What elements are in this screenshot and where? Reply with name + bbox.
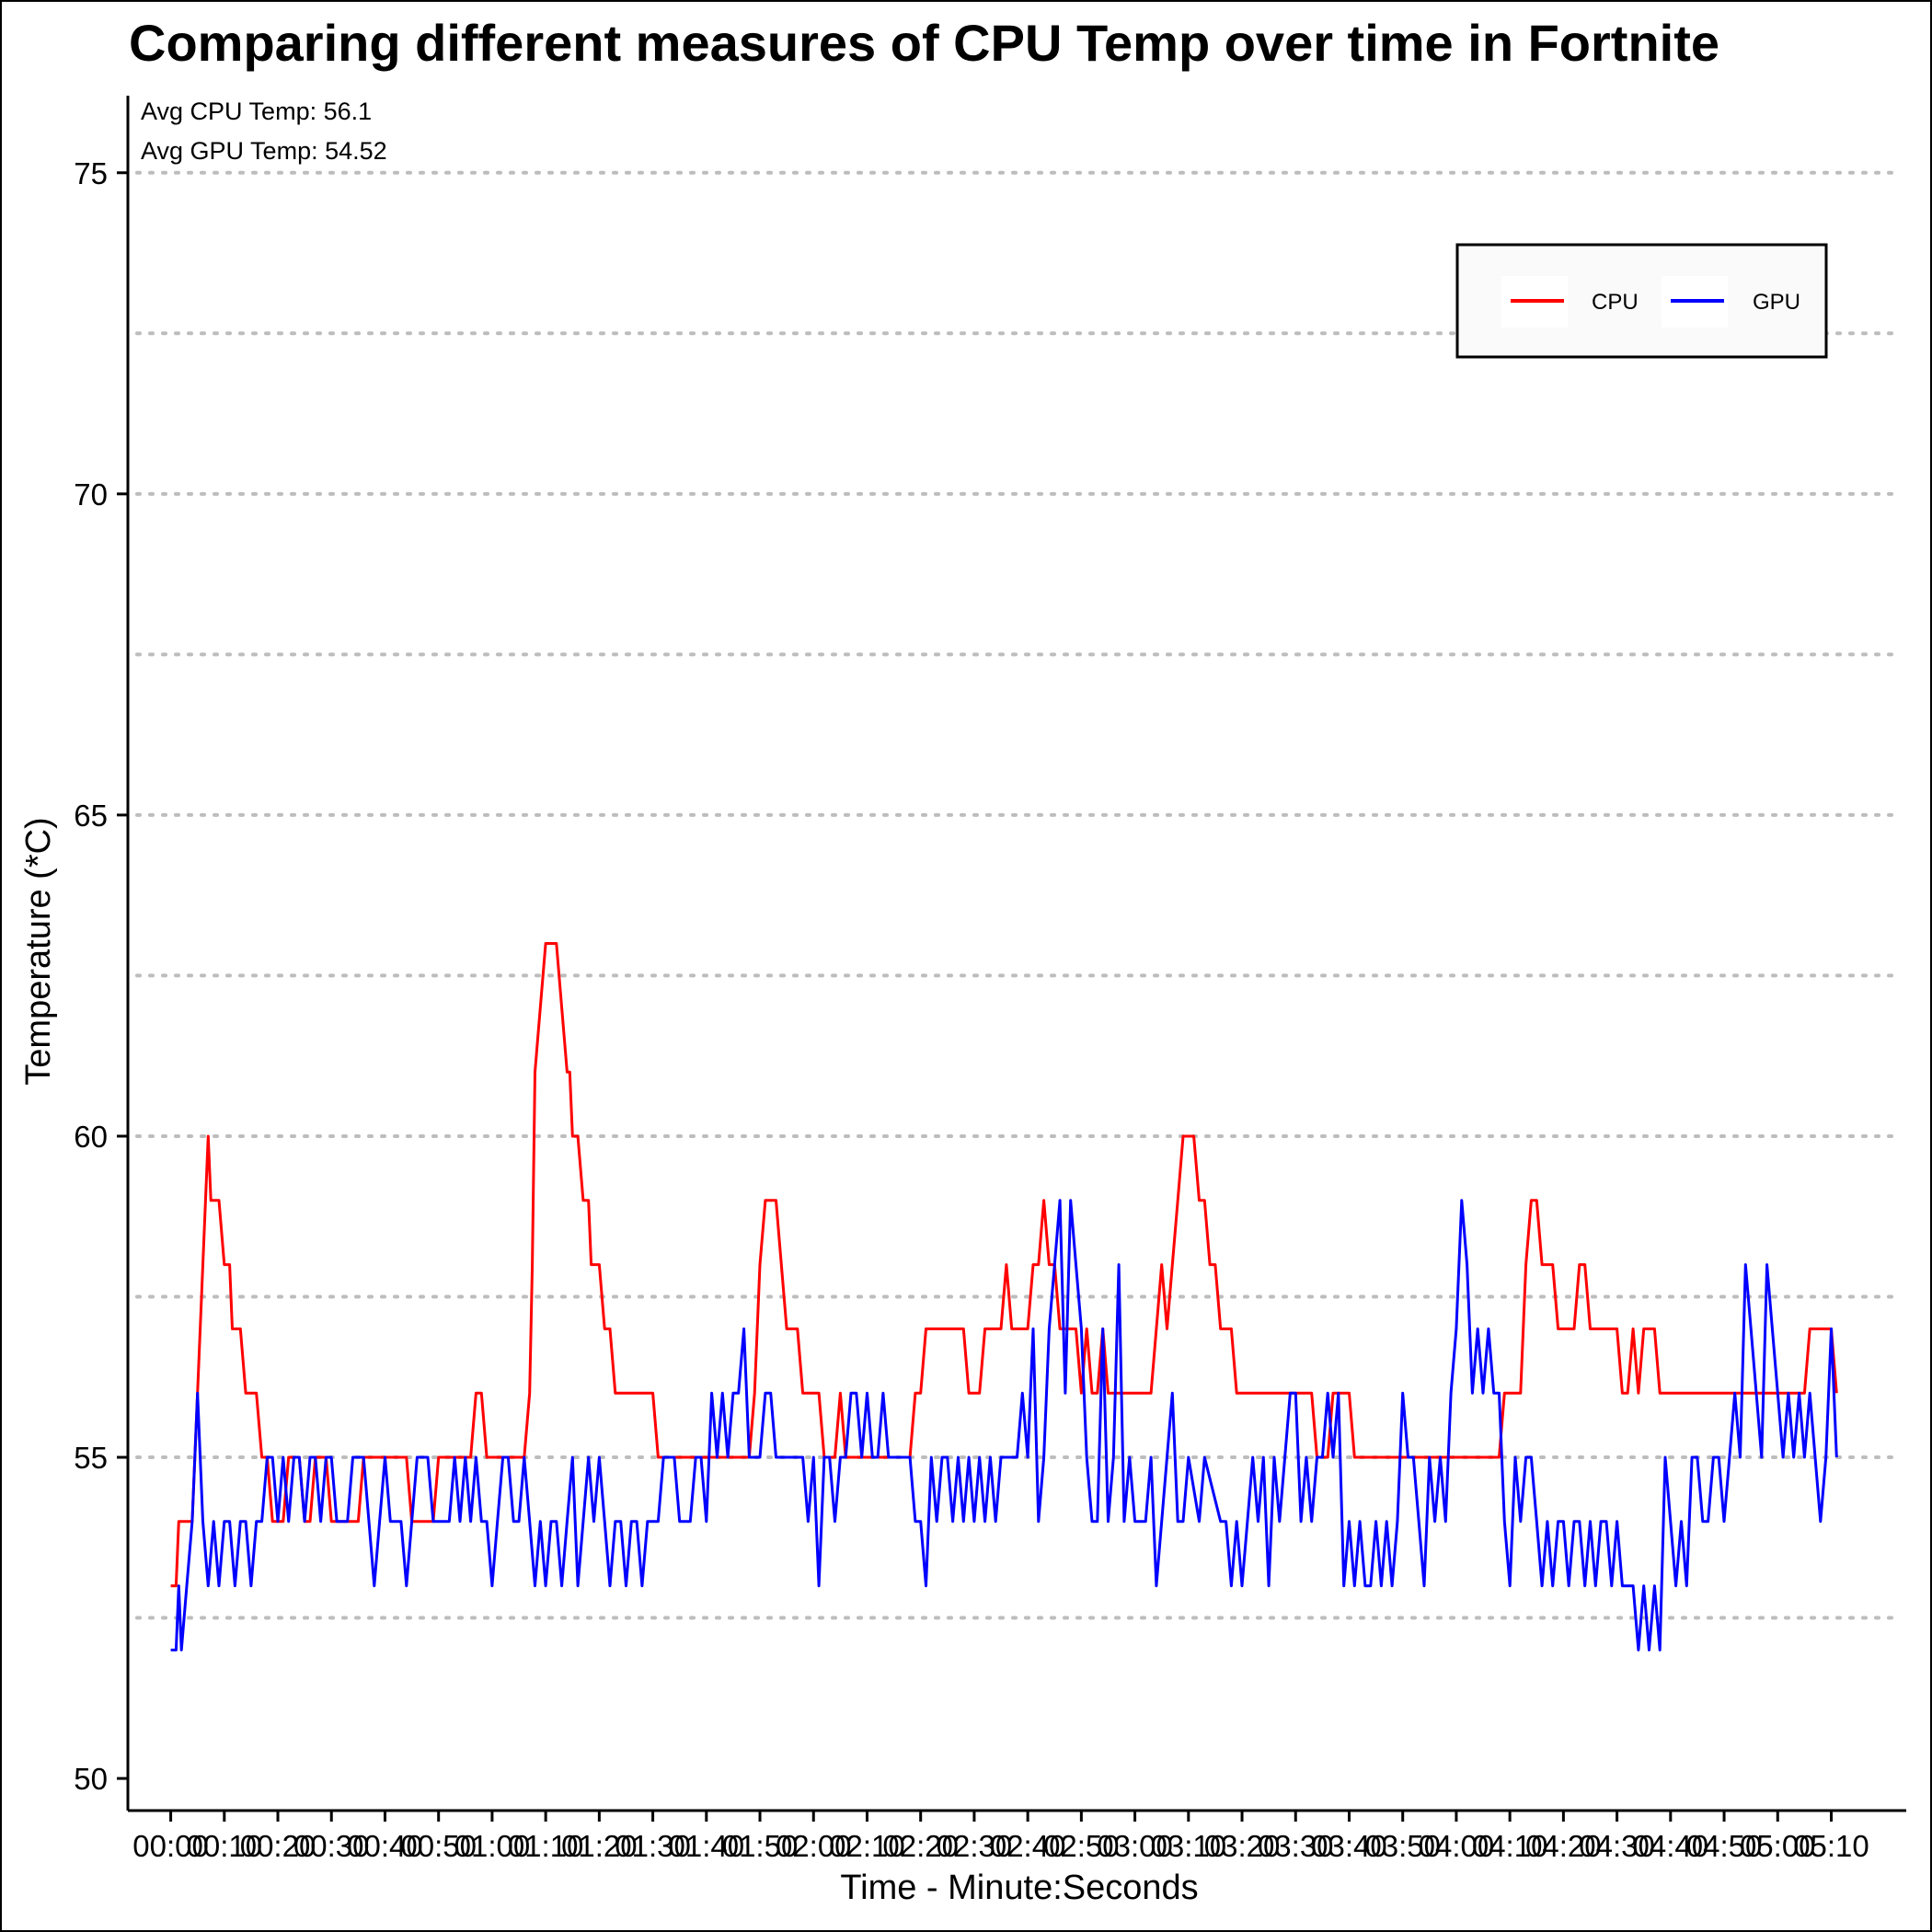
y-tick-label: 55 — [74, 1441, 108, 1475]
x-tick-label: 05:00 — [1740, 1829, 1816, 1863]
x-tick-label: 02:00 — [776, 1829, 852, 1863]
x-tick-label: 00:20 — [240, 1829, 316, 1863]
y-tick-label: 75 — [74, 156, 108, 190]
x-tick-label: 01:40 — [669, 1829, 745, 1863]
x-tick-label: 00:10 — [187, 1829, 263, 1863]
x-tick-label: 03:50 — [1364, 1829, 1441, 1863]
y-tick-label: 60 — [74, 1120, 108, 1154]
y-axis-title: Temperature (*C) — [19, 817, 58, 1085]
x-tick-label: 04:00 — [1419, 1829, 1495, 1863]
x-tick-label: 04:50 — [1686, 1829, 1763, 1863]
x-tick-label: 04:40 — [1633, 1829, 1709, 1863]
y-tick-label: 65 — [74, 799, 108, 833]
series-line-cpu — [170, 942, 1838, 1588]
x-tick-label: 02:40 — [990, 1829, 1066, 1863]
x-tick-label: 01:30 — [615, 1829, 691, 1863]
x-tick-label: 00:40 — [347, 1829, 423, 1863]
y-axis-ticks: 50 55 60 65 70 75 — [74, 156, 128, 1796]
series-line-gpu — [170, 1199, 1838, 1651]
gridlines — [135, 170, 1901, 1620]
x-tick-label: 02:30 — [937, 1829, 1013, 1863]
x-tick-label: 04:10 — [1472, 1829, 1548, 1863]
legend-label-gpu: GPU — [1753, 290, 1800, 315]
x-tick-label: 03:10 — [1151, 1829, 1227, 1863]
x-tick-label: 03:30 — [1258, 1829, 1334, 1863]
x-tick-label: 01:50 — [722, 1829, 799, 1863]
x-axis-ticks: 00:0000:1000:2000:3000:4000:5001:0001:10… — [132, 1811, 1869, 1863]
x-axis-title: Time - Minute:Seconds — [840, 1869, 1198, 1907]
x-tick-label: 01:10 — [508, 1829, 584, 1863]
x-tick-label: 03:00 — [1097, 1829, 1173, 1863]
x-tick-label: 02:10 — [829, 1829, 905, 1863]
chart-title: Comparing different measures of CPU Temp… — [129, 14, 1719, 72]
x-tick-label: 02:50 — [1043, 1829, 1120, 1863]
series-lines — [170, 942, 1838, 1651]
x-tick-label: 02:20 — [882, 1829, 959, 1863]
x-tick-label: 01:20 — [561, 1829, 638, 1863]
y-tick-label: 70 — [74, 477, 108, 512]
avg-gpu-annotation: Avg GPU Temp: 54.52 — [141, 137, 387, 165]
y-tick-label: 50 — [74, 1762, 108, 1796]
x-tick-label: 04:30 — [1579, 1829, 1655, 1863]
avg-cpu-annotation: Avg CPU Temp: 56.1 — [141, 98, 372, 125]
x-tick-label: 03:20 — [1204, 1829, 1281, 1863]
x-tick-label: 04:20 — [1525, 1829, 1602, 1863]
x-tick-label: 00:30 — [293, 1829, 370, 1863]
x-tick-label: 05:10 — [1793, 1829, 1869, 1863]
x-tick-label: 01:00 — [454, 1829, 531, 1863]
x-tick-label: 00:00 — [132, 1829, 209, 1863]
x-tick-label: 00:50 — [400, 1829, 477, 1863]
legend-label-cpu: CPU — [1592, 290, 1639, 315]
legend: CPU GPU — [1455, 243, 1828, 359]
x-tick-label: 03:40 — [1311, 1829, 1387, 1863]
